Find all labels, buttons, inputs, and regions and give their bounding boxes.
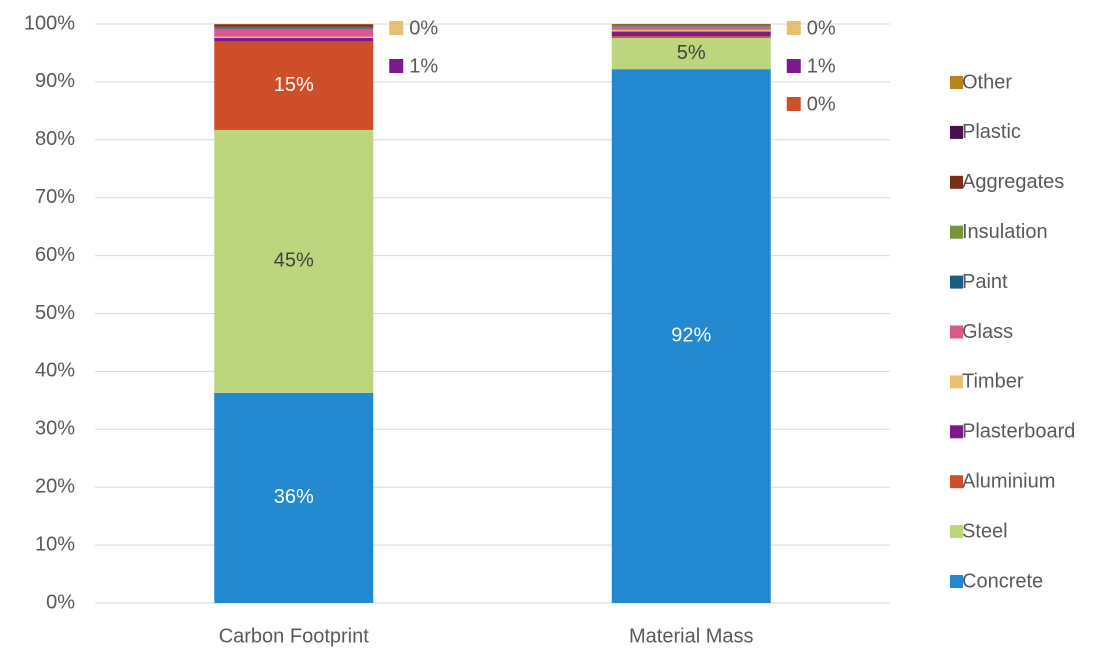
y-tick-label: 70% [35,186,75,208]
y-tick-label: 30% [35,418,75,440]
legend-swatch [950,375,963,389]
legend-swatch [950,575,963,588]
legend-swatch [950,125,963,139]
bar-segment [611,31,771,37]
data-label: 1% [807,55,836,77]
data-label: 5% [677,42,706,64]
y-tick-label: 60% [35,244,75,266]
bar-segment [611,25,771,27]
legend-label: Steel [962,520,1008,542]
bar-segment [214,26,374,28]
data-label: 0% [807,17,836,39]
bar-segment [611,26,771,30]
y-tick-label: 90% [35,70,75,92]
y-tick-label: 0% [46,591,75,613]
data-label-key [786,59,801,73]
data-label: 92% [671,324,711,346]
bar-segment [214,129,374,393]
legend-label: Plasterboard [962,421,1075,443]
bar-segment [611,24,771,26]
legend-swatch [950,225,963,239]
legend-label: Timber [962,371,1024,393]
bar-segment [611,26,771,27]
data-label-key [786,21,801,35]
legend-label: Concrete [962,570,1043,592]
data-label: 36% [274,486,314,508]
legend-swatch [950,425,963,439]
bar-segment [214,24,374,26]
y-tick-label: 80% [35,128,75,150]
y-tick-label: 10% [35,533,75,555]
data-label: 0% [409,17,438,39]
legend-swatch [950,475,963,489]
bar-segment [214,392,374,603]
bar-segment [214,37,374,42]
bar-segment [214,27,374,29]
data-label-key [389,59,404,73]
data-label-key [786,97,801,111]
data-label: 1% [409,55,438,77]
legend-label: Aluminium [962,470,1055,492]
legend-label: Glass [962,321,1013,343]
legend-swatch [950,325,963,339]
bar-segment [611,25,771,26]
data-label: 15% [274,74,314,96]
bar-segment [214,28,374,37]
y-tick-label: 50% [35,302,75,324]
bar-segment [611,69,771,604]
y-tick-label: 20% [35,475,75,497]
legend-label: Plastic [962,121,1021,143]
legend-swatch [950,76,963,89]
y-tick-label: 100% [24,12,75,34]
bar-segment [214,24,374,25]
bar-segment [611,37,771,70]
data-label-key [389,21,404,35]
bar-segment [214,25,374,27]
y-tick-label: 40% [35,360,75,382]
bar-segment [214,41,374,130]
legend-label: Other [962,71,1012,93]
bar-segment [214,36,374,38]
legend-swatch [950,175,963,189]
legend-label: Aggregates [962,171,1064,193]
bar-segment [611,24,771,25]
data-label: 45% [274,250,314,272]
legend-swatch [950,525,963,539]
legend-label: Paint [962,271,1008,293]
legend-label: Insulation [962,221,1048,243]
data-label: 0% [807,93,836,115]
legend-swatch [950,275,963,289]
bar-segment [611,36,771,38]
bar-segment [611,29,771,32]
x-tick-label: Material Mass [629,625,753,647]
x-tick-label: Carbon Footprint [219,625,370,647]
